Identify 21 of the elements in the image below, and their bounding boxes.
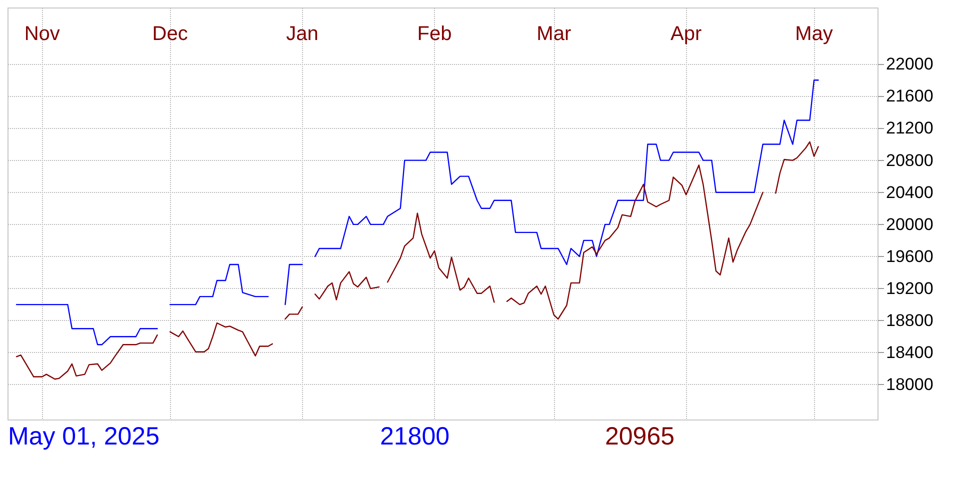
x-tick-label: Apr — [670, 23, 702, 45]
y-tick-label: 18400 — [886, 343, 934, 362]
text: 21800 — [380, 422, 450, 450]
x-tick-label: Jan — [286, 23, 318, 45]
y-tick-label: 22000 — [886, 54, 934, 74]
x-tick-label: May — [795, 23, 833, 45]
y-tick-label: 20800 — [886, 150, 934, 170]
y-tick-label: 19200 — [886, 279, 934, 298]
text: May 01, 2025 — [8, 422, 160, 450]
y-tick-label: 21200 — [886, 118, 934, 138]
x-tick-label: Mar — [536, 23, 572, 45]
y-tick-label: 20000 — [886, 214, 934, 234]
x-tick-label: Dec — [152, 23, 188, 45]
y-tick-label: 19600 — [886, 246, 934, 266]
y-tick-label: 21600 — [886, 86, 934, 106]
y-tick-label: 18800 — [886, 311, 934, 330]
text: 20965 — [605, 422, 675, 450]
y-tick-label: 20400 — [886, 182, 934, 202]
x-tick-label: Nov — [24, 23, 60, 45]
x-tick-label: Feb — [417, 23, 452, 45]
y-tick-label: 18000 — [886, 375, 934, 394]
